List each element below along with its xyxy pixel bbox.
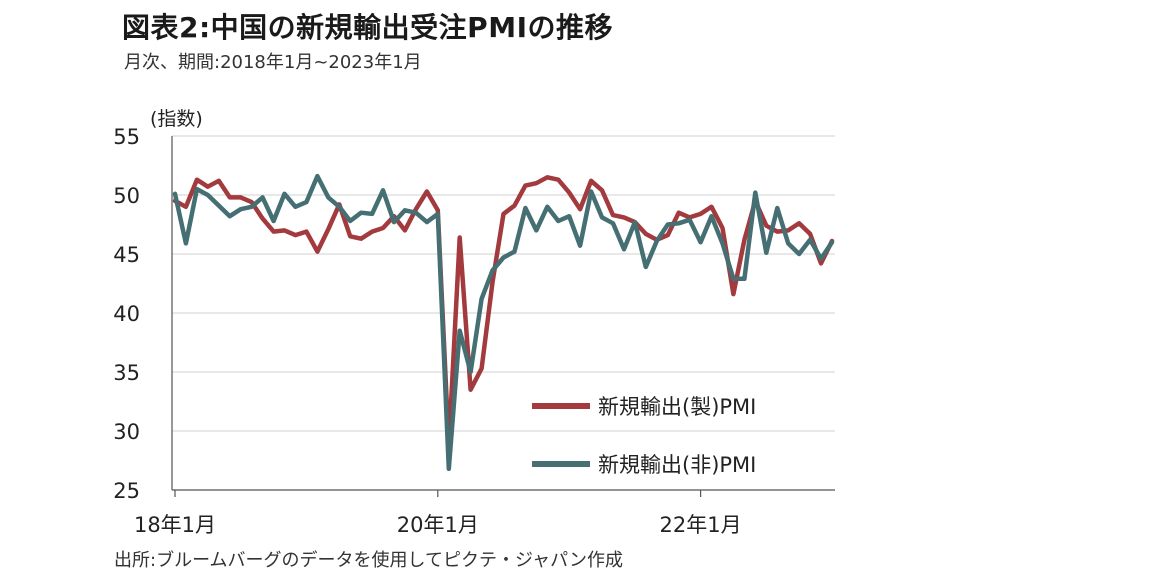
x-tick-label: 22年1月 (660, 513, 742, 537)
source-note: 出所:ブルームバーグのデータを使用してピクテ・ジャパン作成 (114, 550, 623, 571)
chart-subtitle: 月次、期間:2018年1月~2023年1月 (124, 52, 422, 73)
y-tick-label: 35 (113, 361, 140, 385)
y-tick-label: 30 (113, 420, 140, 444)
series-lines (172, 173, 835, 472)
y-tick-label: 25 (113, 479, 140, 503)
y-tick-label: 50 (113, 184, 140, 208)
y-axis-ticks: 25 30 35 40 45 50 55 (113, 125, 140, 503)
legend-label-1: 新規輸出(非)PMI (598, 453, 756, 477)
chart-title: 図表2:中国の新規輸出受注PMIの推移 (122, 11, 613, 44)
y-tick-label: 55 (113, 125, 140, 149)
axes (171, 136, 835, 491)
x-axis-ticks: 18年1月 20年1月 22年1月 (134, 490, 742, 537)
y-axis-unit-label: (指数) (150, 108, 203, 130)
x-tick-label: 20年1月 (397, 513, 479, 537)
series-line-0 (172, 175, 835, 449)
y-tick-label: 40 (113, 302, 140, 326)
y-tick-label: 45 (113, 243, 140, 267)
legend: 新規輸出(製)PMI 新規輸出(非)PMI (532, 395, 756, 477)
x-tick-label: 18年1月 (134, 513, 216, 537)
legend-label-0: 新規輸出(製)PMI (598, 395, 756, 419)
series-line-1 (172, 173, 835, 472)
